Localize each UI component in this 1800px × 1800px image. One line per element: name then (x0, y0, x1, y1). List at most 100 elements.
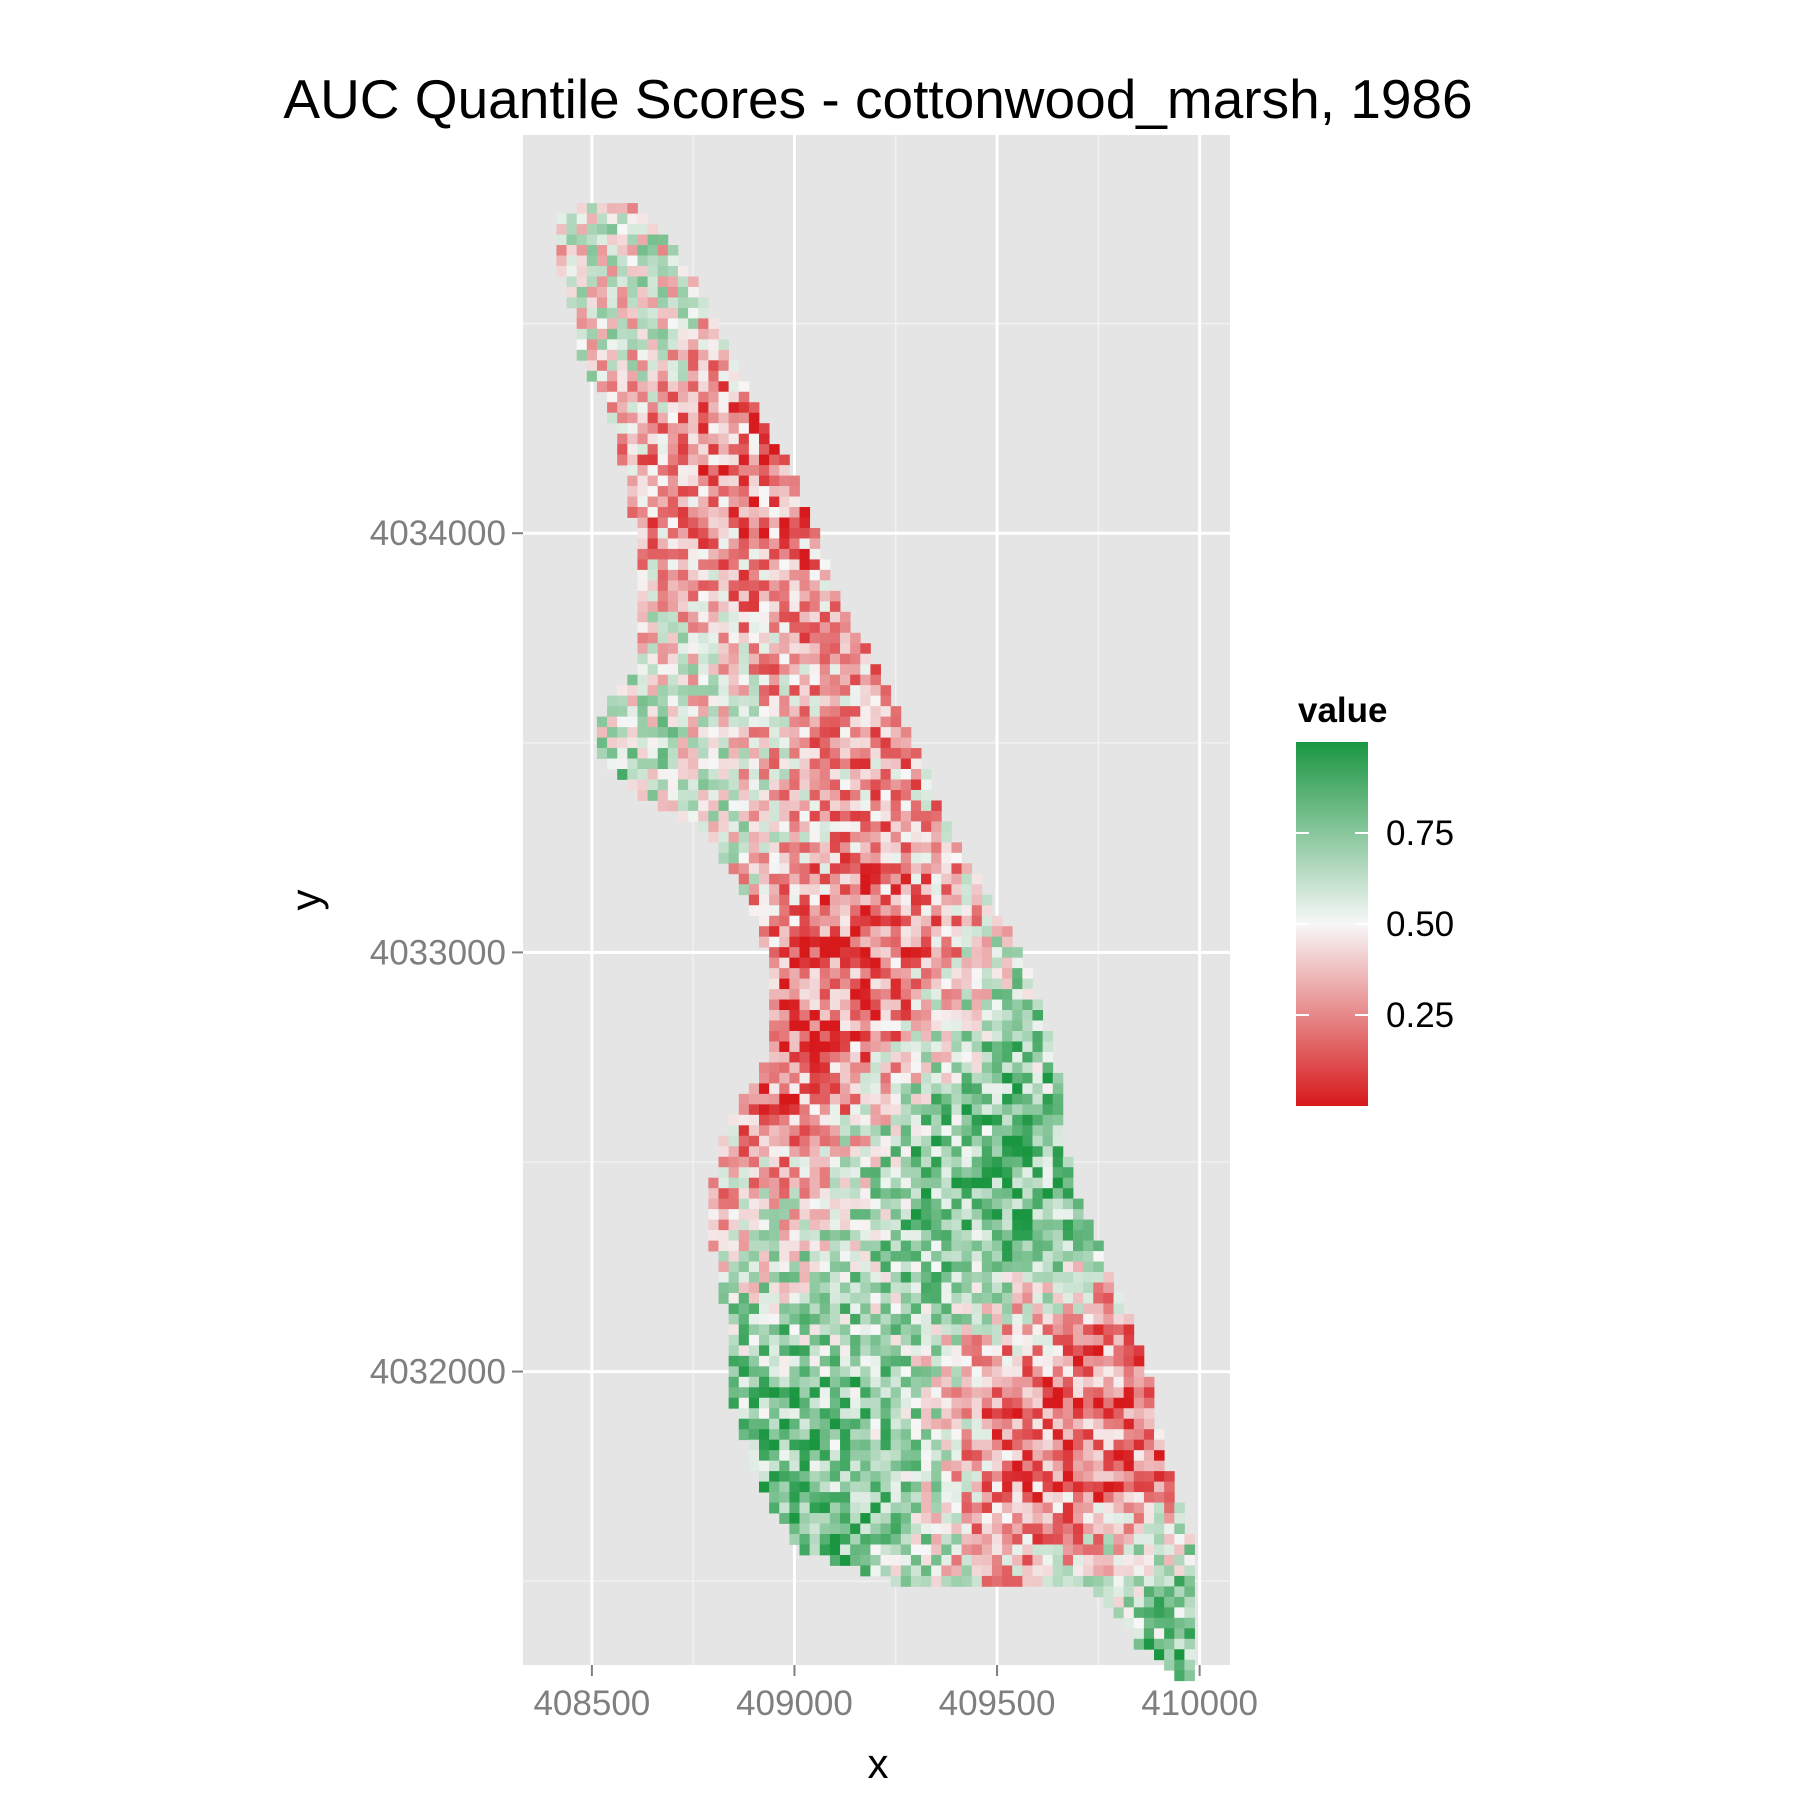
heatmap-cell (1052, 1324, 1064, 1336)
heatmap-cell (718, 412, 730, 424)
heatmap-cell (799, 1355, 811, 1367)
heatmap-cell (971, 1251, 983, 1262)
heatmap-cell (880, 1167, 892, 1179)
heatmap-cell (931, 1156, 942, 1168)
heatmap-cell (738, 1240, 750, 1252)
heatmap-cell (738, 548, 750, 560)
heatmap-cell (617, 423, 628, 435)
heatmap-cell (829, 884, 841, 896)
heatmap-cell (819, 1125, 831, 1137)
heatmap-cell (840, 706, 851, 718)
heatmap-cell (607, 276, 618, 288)
heatmap-cell (890, 1146, 902, 1158)
heatmap-cell (880, 1282, 892, 1294)
heatmap-cell (941, 1471, 952, 1483)
heatmap-cell (870, 1135, 881, 1147)
heatmap-cell (1022, 1513, 1033, 1524)
heatmap-cell (1002, 1429, 1013, 1441)
heatmap-cell (596, 318, 608, 330)
heatmap-cell (799, 821, 811, 833)
heatmap-cell (688, 286, 699, 298)
legend-label: 0.75 (1386, 814, 1454, 853)
heatmap-cell (991, 1114, 1003, 1126)
heatmap-cell (870, 810, 881, 822)
heatmap-cell (961, 1261, 973, 1273)
heatmap-cell (657, 632, 669, 644)
heatmap-cell (759, 486, 770, 497)
heatmap-cell (840, 1355, 851, 1367)
heatmap-cell (607, 412, 618, 424)
heatmap-cell (556, 224, 567, 235)
heatmap-cell (880, 1146, 892, 1158)
heatmap-cell (991, 1387, 1003, 1399)
heatmap-cell (981, 1041, 993, 1053)
heatmap-cell (728, 1376, 740, 1388)
heatmap-cell (1042, 1387, 1054, 1399)
heatmap-cell (809, 559, 821, 571)
heatmap-cell (708, 695, 719, 707)
x-tick-label: 409500 (939, 1684, 1056, 1723)
heatmap-cell (860, 810, 871, 822)
heatmap-cell (607, 349, 618, 361)
heatmap-cell (991, 1460, 1003, 1472)
heatmap-cell (850, 810, 861, 822)
heatmap-cell (809, 1240, 821, 1252)
heatmap-cell (779, 1230, 790, 1241)
heatmap-cell (1062, 1376, 1074, 1388)
heatmap-cell (931, 1387, 942, 1399)
heatmap-cell (637, 245, 648, 256)
heatmap-cell (779, 507, 790, 518)
heatmap-cell (961, 863, 973, 875)
heatmap-cell (850, 1020, 861, 1032)
heatmap-cell (779, 496, 790, 508)
heatmap-cell (1113, 1586, 1125, 1598)
heatmap-cell (728, 1125, 740, 1137)
heatmap-cell (769, 444, 780, 456)
heatmap-cell (748, 643, 760, 655)
heatmap-cell (951, 1366, 962, 1378)
heatmap-cell (870, 926, 881, 938)
heatmap-cell (829, 758, 841, 770)
heatmap-cell (910, 1345, 922, 1357)
heatmap-cell (991, 1030, 1003, 1042)
heatmap-cell (941, 947, 952, 959)
heatmap-cell (809, 1104, 821, 1116)
heatmap-cell (819, 1051, 831, 1063)
heatmap-cell (910, 1230, 922, 1241)
heatmap-cell (870, 821, 881, 833)
heatmap-cell (688, 433, 699, 445)
heatmap-cell (931, 821, 942, 833)
heatmap-cell (971, 1565, 983, 1577)
heatmap-cell (1002, 1125, 1013, 1137)
heatmap-cell (900, 821, 912, 833)
heatmap-cell (769, 1397, 780, 1409)
heatmap-cell (789, 1376, 800, 1388)
heatmap-cell (860, 685, 871, 697)
heatmap-cell (1113, 1481, 1125, 1493)
heatmap-cell (779, 695, 790, 707)
heatmap-cell (900, 1051, 912, 1063)
heatmap-cell (779, 580, 790, 592)
heatmap-cell (759, 800, 770, 812)
heatmap-cell (799, 664, 811, 676)
x-tick-label: 408500 (533, 1684, 650, 1723)
heatmap-cell (799, 695, 811, 707)
heatmap-cell (637, 307, 648, 319)
heatmap-cell (759, 632, 770, 644)
heatmap-cell (1093, 1366, 1104, 1378)
heatmap-cell (1184, 1638, 1195, 1650)
heatmap-cell (799, 1481, 811, 1493)
heatmap-cell (981, 936, 993, 948)
heatmap-cell (1012, 1062, 1023, 1074)
heatmap-cell (819, 1366, 831, 1378)
heatmap-cell (718, 444, 730, 456)
heatmap-cell (819, 1240, 831, 1252)
heatmap-cell (880, 1450, 892, 1462)
heatmap-cell (890, 706, 902, 718)
heatmap-cell (880, 842, 892, 854)
heatmap-cell (799, 1324, 811, 1336)
heatmap-cell (627, 423, 638, 435)
heatmap-cell (829, 1397, 841, 1409)
heatmap-cell (759, 1083, 770, 1095)
heatmap-cell (738, 1345, 750, 1357)
